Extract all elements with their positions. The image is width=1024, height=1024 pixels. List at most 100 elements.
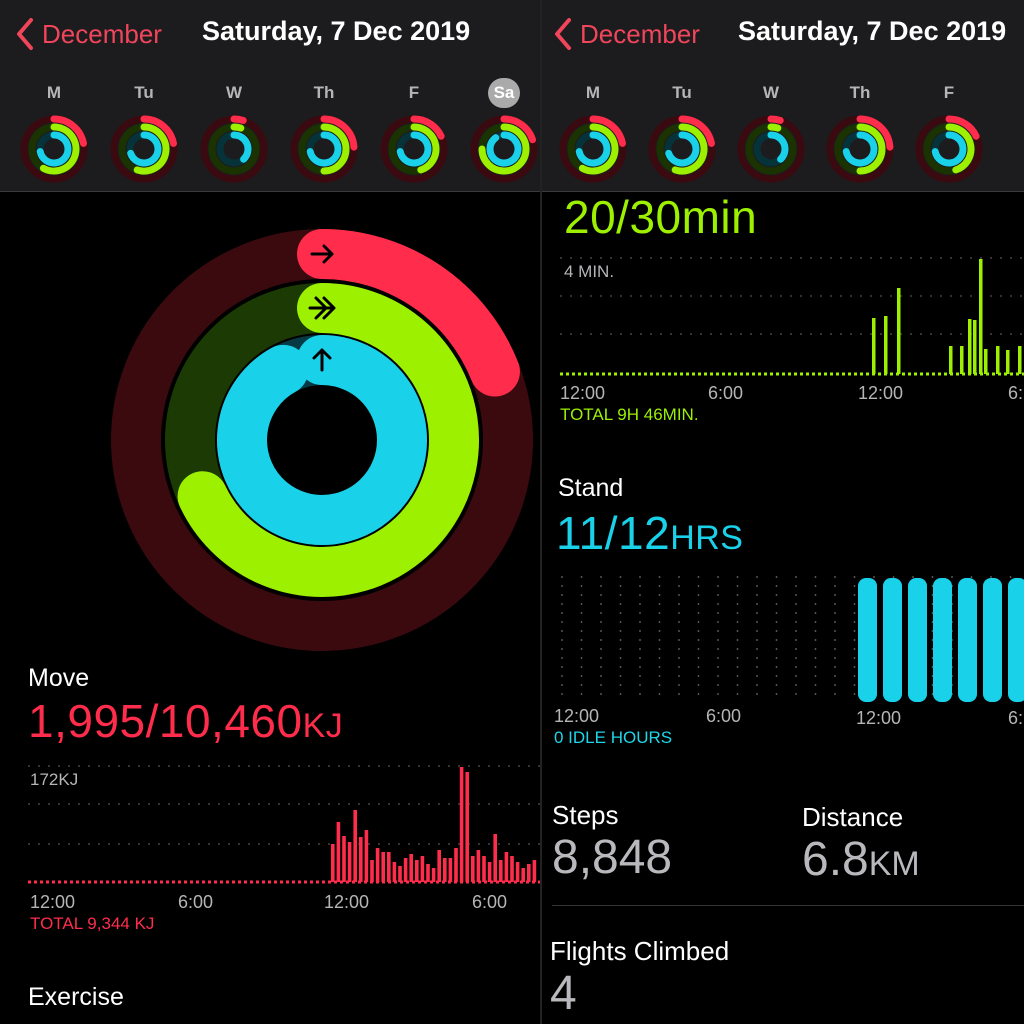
exercise-chart [560,257,1024,376]
day-w[interactable]: W [731,78,811,184]
move-bar [504,852,509,882]
ring-progress [127,131,162,167]
ring-progress [50,115,87,147]
stand-bar [958,578,977,702]
day-activity-ring [380,115,448,183]
day-tu[interactable]: Tu [642,78,722,184]
day-label: M [46,83,62,102]
right-panel: December Saturday, 7 Dec 2019 M Tu W Th F 20… [542,0,1024,1024]
stand-value: 11/12HRS [556,506,744,560]
page-title: Saturday, 7 Dec 2019 [202,16,471,46]
move-ring [297,229,520,397]
day-label: Tu [672,83,692,102]
day-label: Th [313,83,335,102]
steps-value: 8,848 [552,831,673,884]
back-button[interactable]: December [14,16,162,52]
move-bar [431,868,436,882]
day-f[interactable]: F [374,78,454,184]
move-bar [409,854,413,882]
ring-progress [320,123,350,175]
day-m[interactable]: M [14,78,94,184]
move-bar [448,858,453,882]
axis-label: 12:00 [560,383,606,403]
page-title: Saturday, 7 Dec 2019 [738,16,1007,46]
move-bar [482,856,486,882]
move-bar [465,772,469,882]
move-bar [476,850,481,882]
arrow-right-icon [310,244,334,264]
move-bar [454,848,458,882]
exercise-bar [968,319,972,374]
ring-progress [140,115,177,147]
axis-label: 12:00 [858,383,904,403]
axis-label: 12:00 [324,892,370,912]
day-activity-ring [826,115,894,183]
day-th[interactable]: Th [820,78,900,184]
double-arrow-icon [308,296,336,320]
stand-bar [1008,578,1024,702]
ring-progress [678,115,715,147]
day-activity-ring [470,115,538,183]
stand-bar [908,578,927,702]
move-bar [459,767,464,882]
day-f[interactable]: F [909,78,989,184]
move-bar [510,856,514,882]
move-bar [381,852,385,882]
stand-bar [933,578,952,702]
back-button[interactable]: December [552,16,700,52]
ring-progress [856,115,894,151]
day-activity-ring [20,115,88,183]
move-bar [420,856,425,882]
move-bar [532,860,537,882]
ring-progress [230,115,247,124]
stand-title: Stand [558,474,624,502]
ring-progress [320,115,358,151]
exercise-bar [973,320,977,374]
stand-bar [983,578,1002,702]
ring-progress [39,123,80,175]
left-panel: December Saturday, 7 Dec 2019 M Tu W Th F Sa … [0,0,540,1011]
day-tu[interactable]: Tu [104,78,184,184]
exercise-bar [960,346,964,374]
steps-title: Steps [552,800,619,830]
header-bar: December Saturday, 7 Dec 2019 M Tu W Th F Sa [0,0,540,192]
move-bar [364,830,369,882]
day-th[interactable]: Th [284,78,364,184]
ring-progress [767,123,782,132]
day-activity-ring [290,115,358,183]
stand-value-number: 11/12 [556,507,671,559]
stand-chart [561,576,1024,702]
exercise-bar [996,346,1000,374]
exercise-value: 20/30min [564,191,758,243]
move-title: Move [28,664,90,692]
axis-label: 12:00 [30,892,76,912]
stand-bar [883,578,902,702]
move-bar [353,810,357,882]
axis-label: 6: [1008,708,1024,728]
divider [552,905,1024,906]
exercise-title: Exercise [28,983,124,1011]
move-bar [342,836,346,882]
ring-progress [578,123,619,175]
ring-progress [500,115,537,144]
day-sa[interactable]: Sa [464,78,540,184]
move-bar [392,862,397,882]
ring-progress [230,131,252,163]
move-bar [375,848,380,882]
ring-progress [665,131,700,167]
exercise-ring [177,283,479,597]
move-bar [331,844,335,882]
day-label: M [585,83,601,102]
activity-rings [111,229,533,651]
stand-ring [217,335,427,545]
day-m[interactable]: M [553,78,633,184]
day-w[interactable]: W [194,78,274,184]
ring-progress [486,131,522,167]
ring-progress [945,115,980,140]
move-bar [347,842,352,882]
ring-progress [931,131,967,167]
ring-progress [230,123,245,132]
ring-progress [767,131,789,163]
move-max-label: 172KJ [30,770,79,789]
move-total: TOTAL 9,344 KJ [30,914,155,933]
